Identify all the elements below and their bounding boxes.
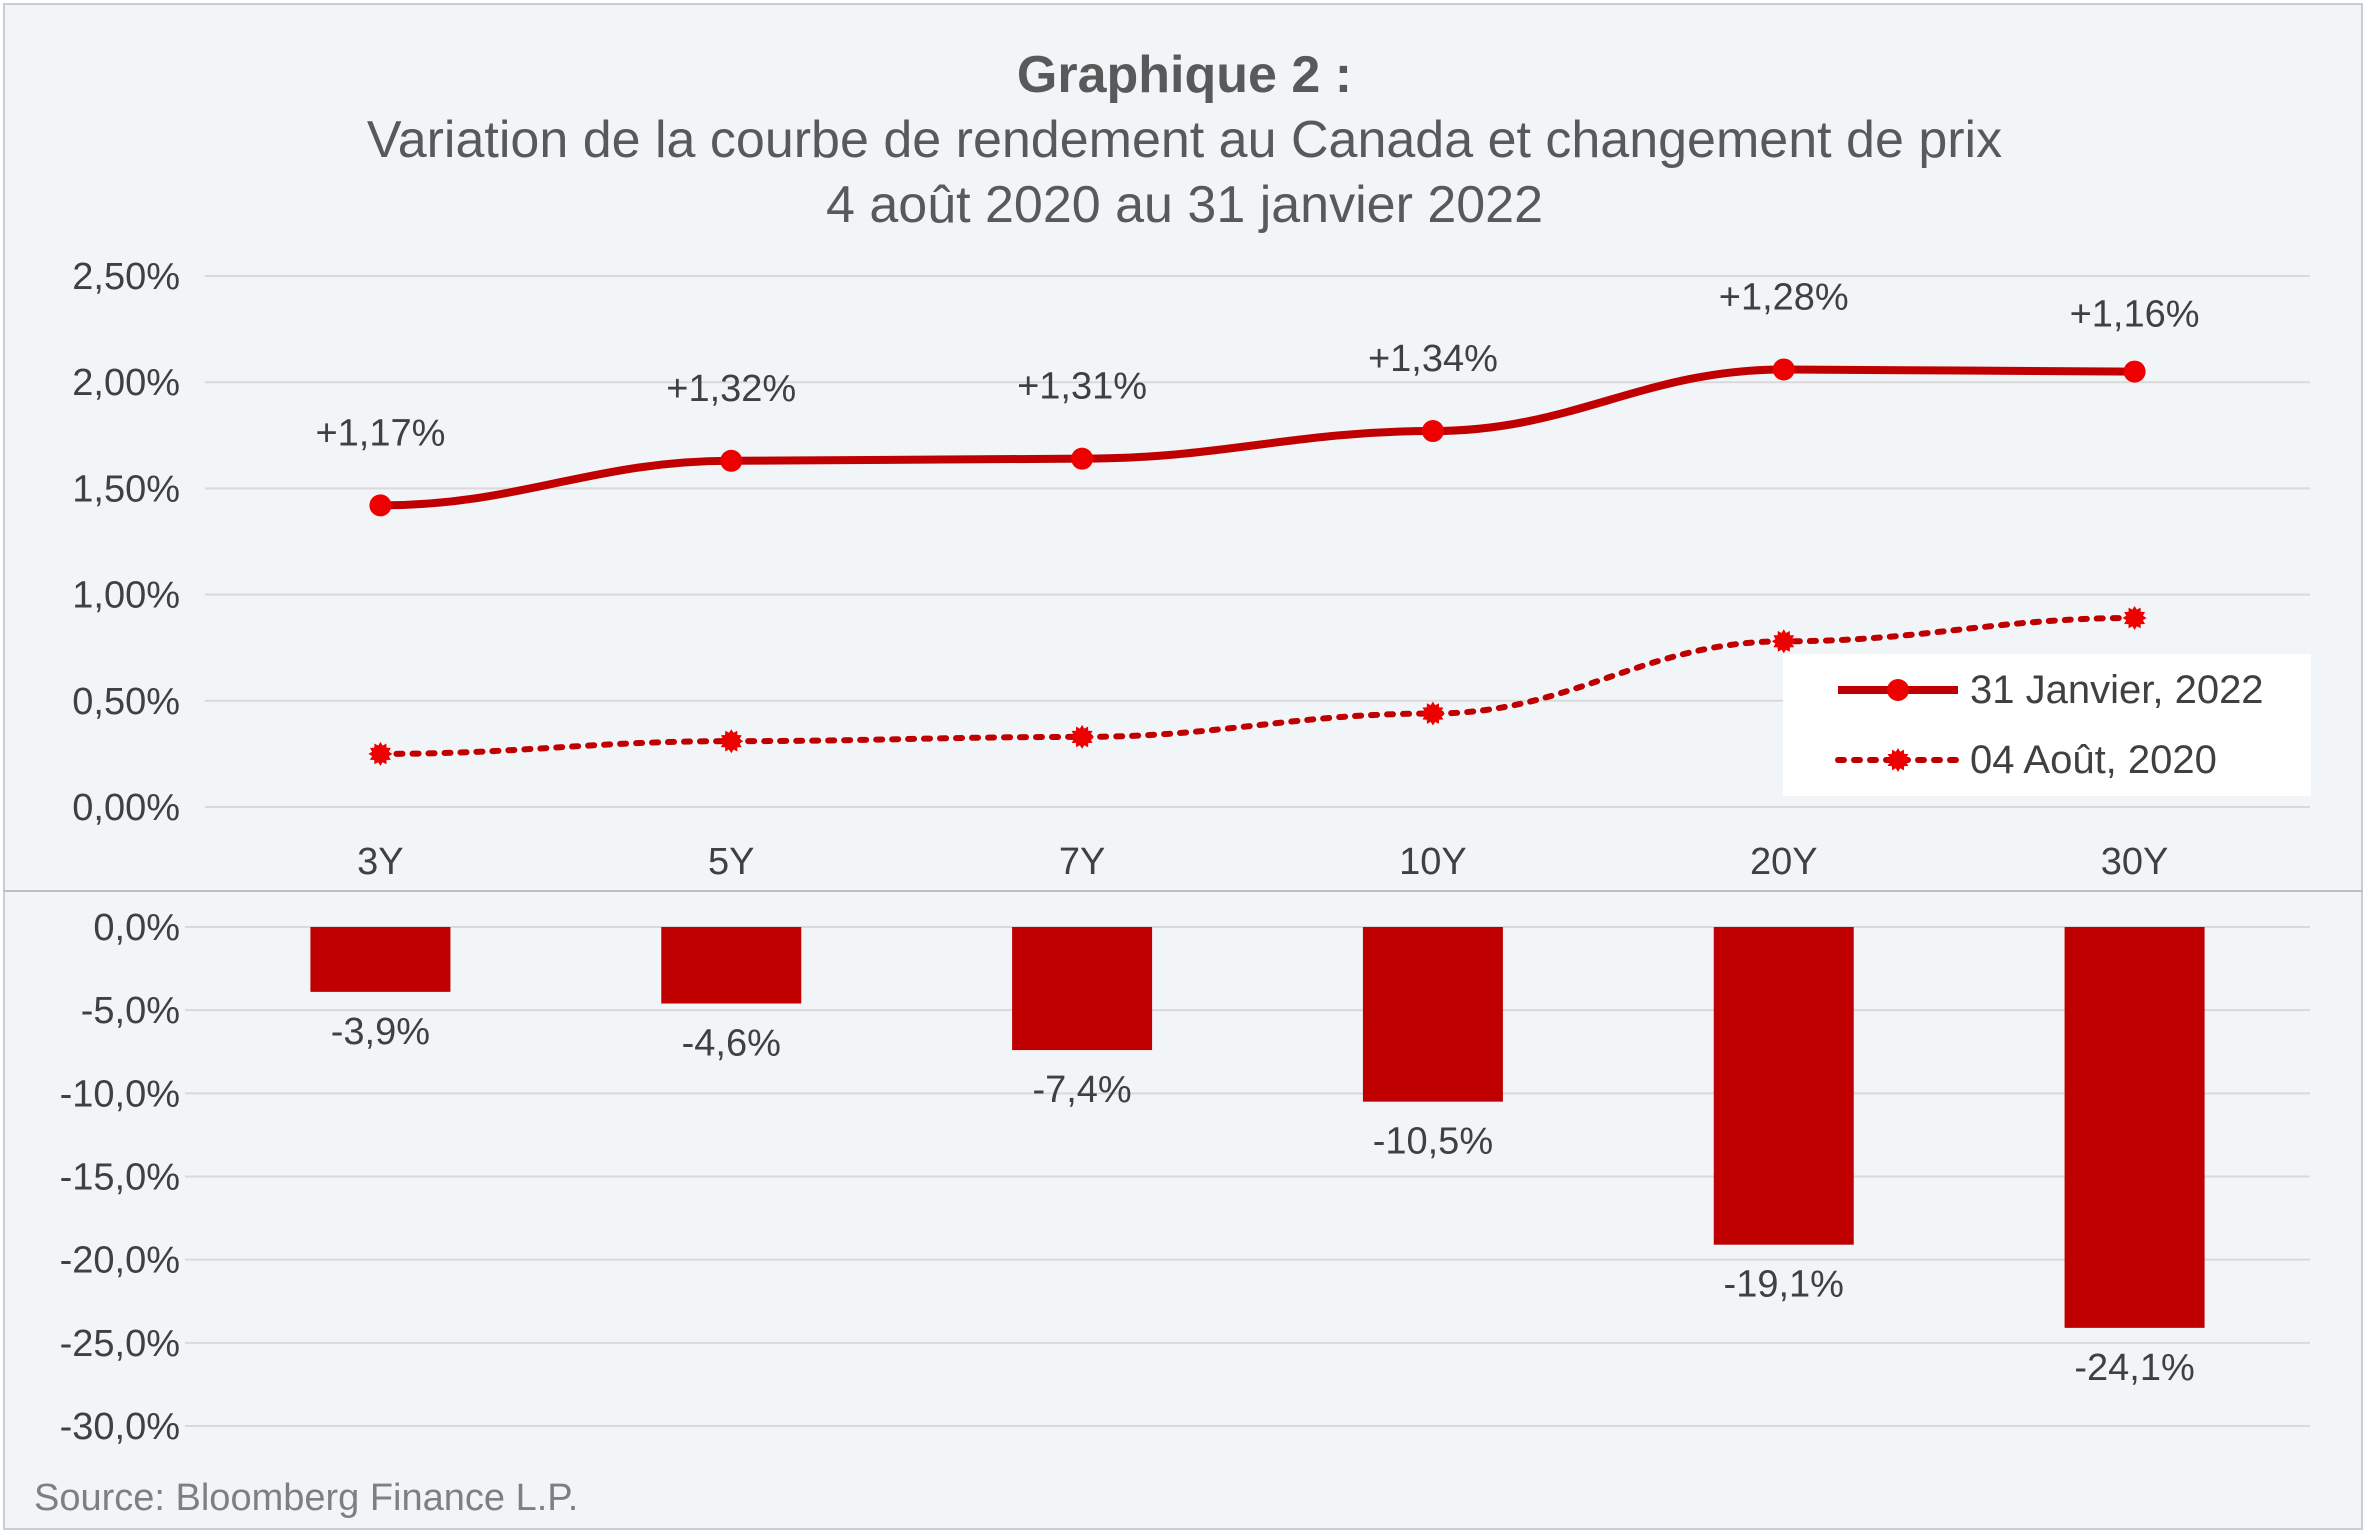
line-y-tick-label: 0,50% (72, 681, 180, 723)
line-point-marker (2122, 606, 2147, 630)
legend-box (1783, 654, 2311, 796)
line-y-tick-label: 1,00% (72, 575, 180, 617)
bar-data-label: -10,5% (1373, 1121, 1493, 1163)
line-point-marker (719, 729, 744, 754)
bar-y-tick-label: -10,0% (60, 1073, 180, 1115)
line-y-tick-label: 2,00% (72, 362, 180, 404)
x-category-label: 10Y (1399, 841, 1467, 883)
legend-label-jan-2022: 31 Janvier, 2022 (1970, 668, 2264, 712)
line-data-label: +1,34% (1368, 338, 1498, 380)
series-line-aug-2020 (377, 614, 2138, 757)
bar (1012, 927, 1153, 1051)
line-data-label: +1,17% (315, 412, 445, 454)
bar-data-label: -7,4% (1032, 1069, 1131, 1111)
chart-subtitle-dates: 4 août 2020 au 31 janvier 2022 (825, 176, 1544, 234)
line-point-marker (1771, 629, 1796, 654)
line-point-marker (1070, 724, 1095, 749)
bar-chart-grid (185, 926, 2310, 1427)
line-point-marker (369, 494, 392, 517)
line-point-marker (1071, 447, 1094, 470)
line-data-label: +1,31% (1017, 366, 1147, 408)
bar-chart-y-ticks: 0,0% -5,0% -10,0% -15,0% -20,0% -25,0% -30,0% (60, 907, 180, 1448)
chart-subtitle: Variation de la courbe de rendement au C… (366, 111, 2003, 169)
line-y-tick-label: 1,50% (72, 468, 180, 510)
bar (1362, 927, 1503, 1102)
bar-y-tick-label: -20,0% (60, 1240, 180, 1282)
line-chart-y-ticks: 0,00% 0,50% 1,00% 1,50% 2,00% 2,50% (72, 256, 180, 829)
line-data-labels: +1,17% +1,32% +1,31% +1,34% +1,28% +1,16% (315, 276, 2199, 454)
bar-data-label: -19,1% (1724, 1264, 1844, 1306)
bar-y-tick-label: -25,0% (60, 1323, 180, 1365)
x-category-label: 30Y (2101, 841, 2169, 883)
x-axis-categories: 3Y 5Y 7Y 10Y 20Y 30Y (357, 841, 2168, 883)
line-point-marker (720, 449, 743, 472)
legend-marker-aug-2020 (1886, 748, 1910, 772)
source-note: Source: Bloomberg Finance L.P. (34, 1477, 579, 1519)
line-point-marker (1421, 420, 1444, 443)
bar (2064, 927, 2205, 1328)
chart-title: Graphique 2 : (1016, 46, 1353, 104)
line-point-marker (1420, 701, 1445, 726)
x-category-label: 3Y (357, 841, 403, 883)
x-category-label: 7Y (1059, 841, 1105, 883)
bar-y-tick-label: -30,0% (60, 1406, 180, 1448)
x-category-label: 5Y (708, 841, 754, 883)
line-y-tick-label: 0,00% (72, 787, 180, 829)
bar-y-tick-label: 0,0% (93, 907, 180, 949)
bar-y-tick-label: -15,0% (60, 1157, 180, 1199)
bar-series (310, 927, 2205, 1328)
line-chart-grid (205, 275, 2310, 808)
series-line-jan-2022 (380, 365, 2135, 510)
bar (1713, 927, 1854, 1245)
line-point-marker (1772, 358, 1795, 381)
x-category-label: 20Y (1750, 841, 1818, 883)
bar-data-labels: -3,9% -4,6% -7,4% -10,5% -19,1% -24,1% (331, 1011, 2195, 1389)
legend: 31 Janvier, 2022 04 Août, 2020 (1783, 654, 2311, 796)
line-point-marker (2123, 360, 2146, 383)
line-data-label: +1,28% (1719, 276, 1849, 318)
line-point-marker (368, 741, 393, 766)
bar (310, 927, 451, 992)
line-data-label: +1,16% (2070, 294, 2200, 336)
bar-y-tick-label: -5,0% (81, 990, 180, 1032)
bar-data-label: -4,6% (682, 1023, 781, 1065)
bar (661, 927, 802, 1004)
line-data-label: +1,32% (666, 368, 796, 410)
line-y-tick-label: 2,50% (72, 256, 180, 298)
legend-label-aug-2020: 04 Août, 2020 (1970, 738, 2217, 782)
bar-data-label: -3,9% (331, 1011, 430, 1053)
bar-data-label: -24,1% (2074, 1347, 2194, 1389)
legend-marker-jan-2022 (1887, 679, 1909, 701)
line-series (368, 358, 2147, 766)
